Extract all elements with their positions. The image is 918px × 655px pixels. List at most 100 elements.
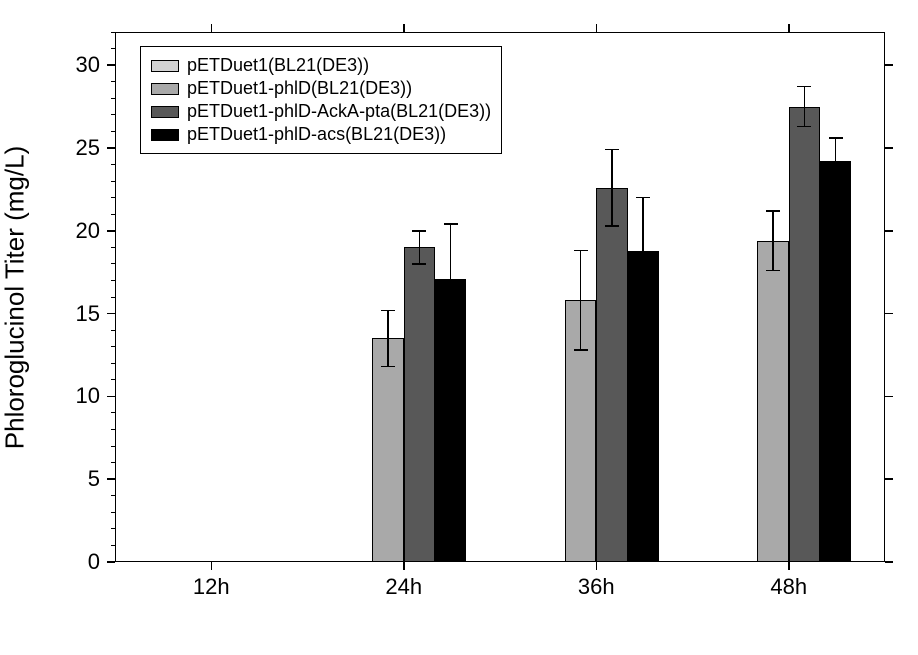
x-tick-label: 24h	[364, 574, 444, 600]
error-cap	[412, 230, 426, 232]
x-tick-major	[403, 562, 405, 570]
x-tick-major-top	[403, 24, 405, 32]
legend-label: pETDuet1(BL21(DE3))	[187, 55, 369, 76]
y-tick-minor	[111, 131, 115, 132]
y-tick-minor	[111, 81, 115, 82]
y-tick-minor	[111, 446, 115, 447]
error-bar	[642, 198, 644, 304]
x-tick-major-top	[788, 24, 790, 32]
y-axis-title: Phloroglucinol Titer (mg/L)	[0, 128, 31, 468]
y-tick-major-right	[885, 230, 893, 232]
error-bar	[419, 231, 421, 264]
error-cap	[766, 210, 780, 212]
y-tick-minor	[111, 114, 115, 115]
y-tick-major-right	[885, 478, 893, 480]
error-bar	[450, 224, 452, 333]
error-bar	[835, 138, 837, 184]
y-tick-major-right	[885, 561, 893, 563]
y-tick-label: 20	[60, 218, 100, 244]
y-tick-minor	[111, 181, 115, 182]
error-cap	[797, 86, 811, 88]
legend-swatch	[151, 60, 179, 72]
legend-label: pETDuet1-phlD-acs(BL21(DE3))	[187, 124, 446, 145]
error-bar	[611, 150, 613, 226]
legend-label: pETDuet1-phlD(BL21(DE3))	[187, 78, 412, 99]
y-tick-major	[107, 478, 115, 480]
y-tick-label: 15	[60, 301, 100, 327]
error-cap	[574, 250, 588, 252]
error-cap	[381, 310, 395, 312]
y-tick-label: 5	[60, 466, 100, 492]
y-tick-minor	[111, 429, 115, 430]
y-tick-minor	[111, 412, 115, 413]
y-tick-minor	[111, 32, 115, 33]
error-cap	[766, 270, 780, 272]
error-cap	[412, 263, 426, 265]
error-cap	[605, 225, 619, 227]
error-cap	[574, 349, 588, 351]
y-tick-minor	[111, 462, 115, 463]
bar	[757, 241, 788, 562]
error-cap	[829, 184, 843, 186]
error-bar	[387, 310, 389, 366]
chart-container: Phloroglucinol Titer (mg/L) 0 5 10 15 20 25 30…	[0, 0, 918, 655]
error-cap	[605, 149, 619, 151]
y-tick-minor	[111, 330, 115, 331]
y-tick-major	[107, 230, 115, 232]
y-tick-minor	[111, 263, 115, 264]
y-tick-major	[107, 64, 115, 66]
bar	[820, 161, 851, 562]
x-tick-label: 48h	[749, 574, 829, 600]
y-tick-major	[107, 396, 115, 398]
y-tick-major-right	[885, 313, 893, 315]
x-tick-major	[596, 562, 598, 570]
error-cap	[636, 197, 650, 199]
legend-label: pETDuet1-phlD-AckA-pta(BL21(DE3))	[187, 101, 491, 122]
legend-row: pETDuet1-phlD-AckA-pta(BL21(DE3))	[151, 101, 491, 122]
y-tick-minor	[111, 98, 115, 99]
error-cap	[444, 223, 458, 225]
y-tick-major-right	[885, 396, 893, 398]
error-cap	[444, 333, 458, 335]
y-tick-minor	[111, 280, 115, 281]
y-tick-label: 25	[60, 135, 100, 161]
error-cap	[797, 126, 811, 128]
y-tick-minor	[111, 363, 115, 364]
x-tick-major-top	[596, 24, 598, 32]
error-bar	[772, 211, 774, 271]
y-tick-label: 10	[60, 383, 100, 409]
y-tick-minor	[111, 379, 115, 380]
y-tick-major-right	[885, 147, 893, 149]
x-tick-label: 12h	[171, 574, 251, 600]
y-tick-label: 0	[60, 549, 100, 575]
legend: pETDuet1(BL21(DE3))pETDuet1-phlD(BL21(DE…	[140, 46, 502, 154]
error-cap	[829, 137, 843, 139]
bar	[596, 188, 627, 562]
error-cap	[636, 303, 650, 305]
y-tick-minor	[111, 297, 115, 298]
error-bar	[580, 251, 582, 350]
legend-swatch	[151, 129, 179, 141]
error-bar	[804, 87, 806, 127]
y-tick-minor	[111, 247, 115, 248]
y-tick-minor	[111, 48, 115, 49]
y-tick-minor	[111, 512, 115, 513]
legend-row: pETDuet1-phlD(BL21(DE3))	[151, 78, 491, 99]
y-tick-major	[107, 313, 115, 315]
y-tick-major-right	[885, 64, 893, 66]
legend-swatch	[151, 106, 179, 118]
y-tick-minor	[111, 545, 115, 546]
x-tick-label: 36h	[556, 574, 636, 600]
y-tick-minor	[111, 346, 115, 347]
bar	[404, 247, 435, 562]
y-tick-major	[107, 561, 115, 563]
error-cap	[381, 366, 395, 368]
y-tick-minor	[111, 197, 115, 198]
y-tick-minor	[111, 528, 115, 529]
x-tick-major	[211, 562, 213, 570]
y-tick-label: 30	[60, 52, 100, 78]
legend-row: pETDuet1-phlD-acs(BL21(DE3))	[151, 124, 491, 145]
y-tick-minor	[111, 164, 115, 165]
x-tick-major	[788, 562, 790, 570]
y-tick-minor	[111, 495, 115, 496]
